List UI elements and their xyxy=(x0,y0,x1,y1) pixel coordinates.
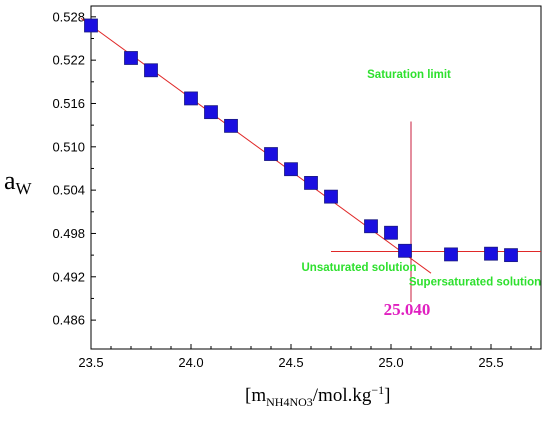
data-point-6 xyxy=(264,147,278,161)
data-point-2 xyxy=(144,63,158,78)
data-point-15 xyxy=(504,248,518,263)
plot-frame xyxy=(90,5,542,350)
y-tick-label-4: 0.510 xyxy=(52,139,85,154)
unsaturated-solution-label: Unsaturated solution xyxy=(301,262,416,274)
data-point-13 xyxy=(444,247,458,262)
data-point-0 xyxy=(84,18,98,33)
y-tick-label-5: 0.516 xyxy=(52,96,85,111)
y-tick-label-6: 0.522 xyxy=(52,53,85,68)
data-point-7 xyxy=(284,162,298,177)
x-tick-label-3: 25.0 xyxy=(378,355,403,370)
x-tick-label-4: 25.5 xyxy=(478,355,503,370)
y-axis-label-main: a xyxy=(4,166,16,195)
y-tick-label-1: 0.492 xyxy=(52,269,85,284)
y-tick-label-7: 0.528 xyxy=(52,9,85,24)
x-tick-label-1: 24.0 xyxy=(178,355,203,370)
y-axis-label-subscript: W xyxy=(15,179,32,198)
intercept-value-label: 25.040 xyxy=(384,300,431,319)
data-point-12 xyxy=(398,243,412,258)
data-point-8 xyxy=(304,176,318,190)
data-point-11 xyxy=(384,225,398,240)
x-tick-label-0: 23.5 xyxy=(78,355,103,370)
y-tick-label-2: 0.498 xyxy=(52,226,85,241)
supersaturated-solution-label: Supersaturated solution xyxy=(409,276,541,288)
x-axis-label-unit: /mol.kg xyxy=(312,385,372,406)
x-axis-label-suffix: ] xyxy=(384,385,391,406)
data-points xyxy=(84,18,518,263)
x-axis-label-subscript: NH4NO3 xyxy=(266,395,313,409)
x-axis-label-superscript: −1 xyxy=(371,383,385,397)
y-tick-label-3: 0.504 xyxy=(52,183,85,198)
data-point-3 xyxy=(184,91,198,106)
x-axis-label: [mNH4NO3/mol.kg−1] xyxy=(245,383,390,410)
data-point-14 xyxy=(484,246,498,261)
data-point-9 xyxy=(324,189,338,204)
data-point-4 xyxy=(204,105,218,120)
x-axis: 23.5 24.0 24.5 25.0 25.5 xyxy=(78,344,532,370)
y-axis-label: aW xyxy=(4,166,32,199)
data-point-1 xyxy=(124,51,138,65)
saturation-limit-label: Saturation limit xyxy=(367,69,451,81)
y-axis: 0.486 0.492 0.498 0.504 0.510 0.516 0.522 0.528 xyxy=(52,9,96,328)
x-tick-label-2: 24.5 xyxy=(278,355,303,370)
x-axis-label-prefix: [m xyxy=(245,385,267,406)
data-point-5 xyxy=(224,118,238,133)
y-tick-label-0: 0.486 xyxy=(52,313,85,328)
data-point-10 xyxy=(364,219,378,234)
